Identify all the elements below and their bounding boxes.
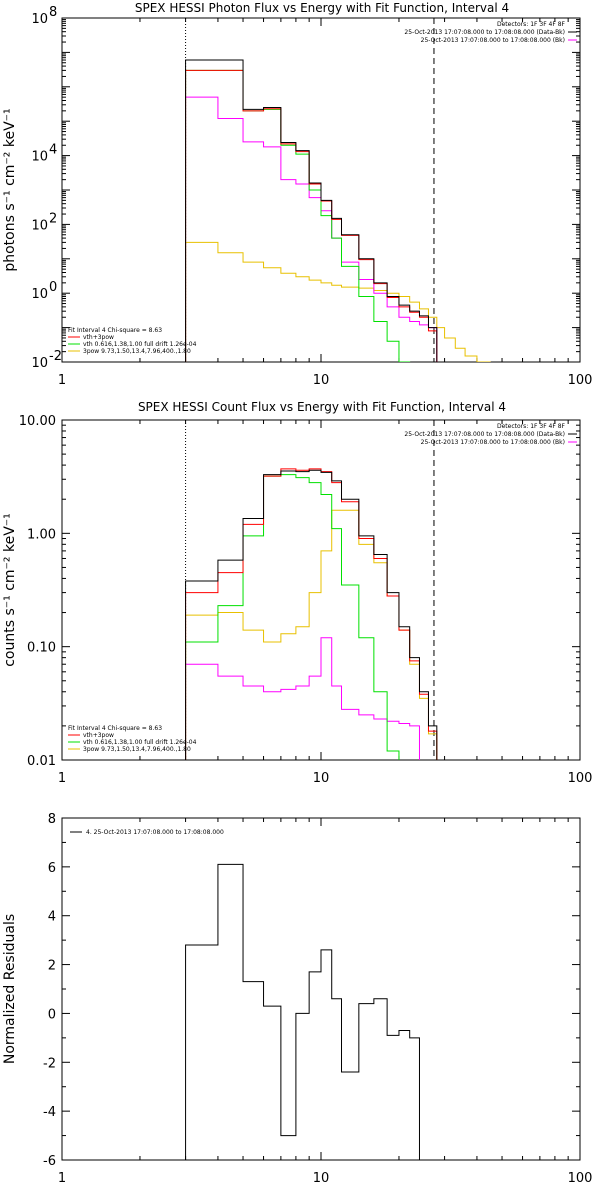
residuals-panel: 1 10 100 8 6 4 2 0 -2 -4 -6 Normalized Residuals 4. … <box>2 812 592 1186</box>
y-tick-exponent: 8 <box>49 5 57 20</box>
y-axis-label: Normalized Residuals <box>2 914 18 1064</box>
y-tick-exponent: -2 <box>49 349 62 364</box>
detector-info-text: 25-Oct-2013 17:07:08.000 to 17:08:08.000… <box>404 29 565 36</box>
y-tick-label: -2 <box>43 1056 56 1071</box>
series-line-0 <box>185 863 420 1160</box>
series-group <box>185 59 491 362</box>
y-axis-label: counts s⁻¹ cm⁻² keV⁻¹ <box>2 513 18 667</box>
count-flux-title: SPEX HESSI Count Flux vs Energy with Fit… <box>138 400 506 414</box>
y-tick-label: 10 <box>31 12 48 27</box>
legend-entry: vth 0.616,1.38,1.00 full drift 1.26e-04 <box>83 739 197 746</box>
y-tick-exponent: 4 <box>49 143 57 158</box>
y-tick-label: 10 <box>31 356 48 371</box>
legend-entry: 4. 25-Oct-2013 17:07:08.000 to 17:08:08.… <box>86 829 224 836</box>
y-axis-label: photons s⁻¹ cm⁻² keV⁻¹ <box>2 108 18 271</box>
y-tick-label: 10 <box>31 150 48 165</box>
y-tick-label: 6 <box>48 861 56 876</box>
detector-info-text: Detectors: 1F 3F 4F 8F <box>497 423 566 430</box>
detector-info-text: Detectors: 1F 3F 4F 8F <box>497 21 566 28</box>
y-tick-label: 0.01 <box>27 754 56 769</box>
x-tick-label: 100 <box>568 1171 593 1186</box>
x-tick-label: 10 <box>313 373 330 388</box>
series-group <box>185 863 420 1160</box>
y-tick-label: 10.00 <box>19 414 56 429</box>
y-tick-label: 1.00 <box>27 527 56 542</box>
detector-info-text: 25-Oct-2013 17:07:08.000 to 17:08:08.000… <box>421 439 565 446</box>
series-line-0 <box>185 469 438 760</box>
photon-flux-panel: SPEX HESSI Photon Flux vs Energy with Fi… <box>2 1 593 388</box>
y-tick-label: -4 <box>43 1105 56 1120</box>
y-tick-label: 10 <box>31 218 48 233</box>
legend-entry: 3pow 9.73,1.50,13.4,7.96,400.,1.80 <box>83 746 191 753</box>
x-tick-label: 1 <box>58 373 66 388</box>
series-line-3 <box>185 509 438 760</box>
legend-entry: vth+3pow <box>83 334 114 341</box>
plot-frame <box>61 817 581 1161</box>
x-tick-label: 1 <box>58 771 66 786</box>
legend-entry: 3pow 9.73,1.50,13.4,7.96,400.,1.80 <box>83 348 191 355</box>
x-tick-label: 100 <box>568 373 593 388</box>
y-tick-label: 4 <box>48 910 56 925</box>
y-tick-label: 2 <box>48 959 56 974</box>
series-line-4 <box>185 637 420 760</box>
y-tick-exponent: 2 <box>49 211 57 226</box>
series-line-2 <box>185 474 400 760</box>
y-tick-label: 0.10 <box>27 641 56 656</box>
x-tick-label: 1 <box>58 1171 66 1186</box>
y-tick-label: -6 <box>43 1154 56 1169</box>
x-tick-label: 10 <box>313 1171 330 1186</box>
detector-info-text: 25-Oct-2013 17:07:08.000 to 17:08:08.000… <box>404 431 565 438</box>
legend-entry: Fit Interval 4 Chi-square = 8.63 <box>68 725 162 732</box>
photon-flux-title: SPEX HESSI Photon Flux vs Energy with Fi… <box>135 1 509 15</box>
legend-entry: vth+3pow <box>83 732 114 739</box>
series-line-1 <box>185 468 438 760</box>
count-flux-panel: SPEX HESSI Count Flux vs Energy with Fit… <box>2 400 593 786</box>
detector-info-text: 25-Oct-2013 17:07:08.000 to 17:08:08.000… <box>421 37 565 44</box>
series-line-0 <box>185 59 438 362</box>
x-tick-label: 10 <box>313 771 330 786</box>
legend-entry: vth 0.616,1.38,1.00 full drift 1.26e-04 <box>83 341 197 348</box>
y-tick-exponent: 0 <box>49 280 57 295</box>
legend-entry: Fit Interval 4 Chi-square = 8.63 <box>68 327 162 334</box>
y-tick-label: 8 <box>48 812 56 827</box>
y-tick-label: 10 <box>31 287 48 302</box>
y-tick-label: 0 <box>48 1007 56 1022</box>
series-group <box>185 468 438 760</box>
x-tick-label: 100 <box>568 771 593 786</box>
